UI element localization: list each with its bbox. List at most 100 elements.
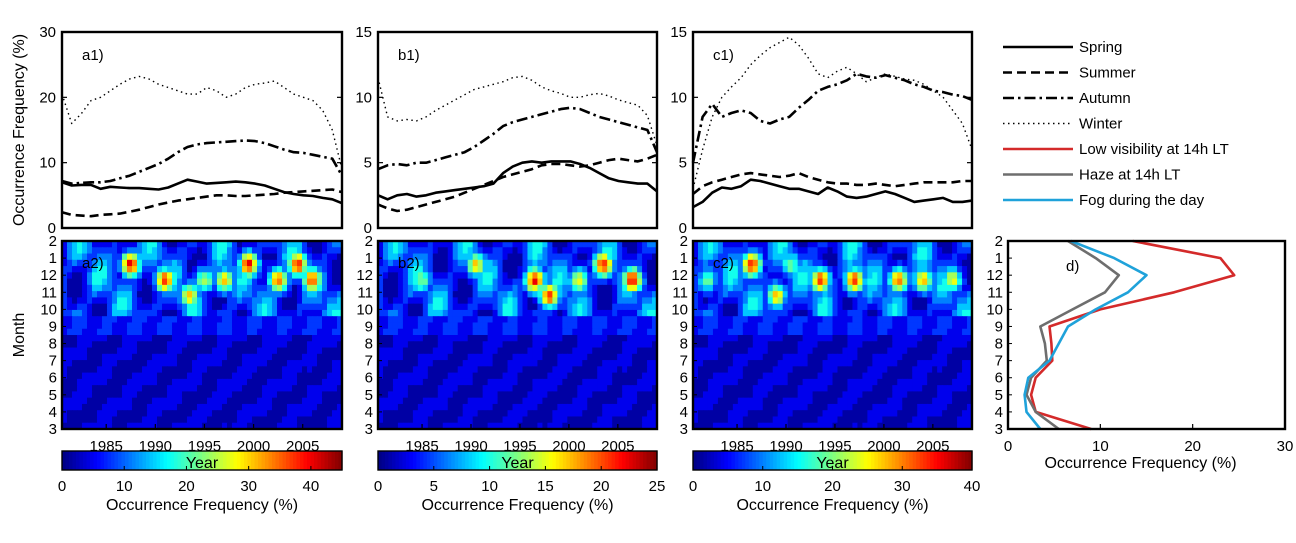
- heat-cell: [792, 391, 799, 399]
- heat-cell: [757, 397, 764, 405]
- heat-cell: [177, 416, 183, 424]
- heat-cell: [587, 328, 593, 336]
- heat-cell: [247, 422, 253, 429]
- heat-cell: [607, 372, 613, 380]
- heat-cell: [747, 241, 754, 248]
- heat-cell: [112, 347, 118, 355]
- heat-cell: [252, 291, 258, 298]
- heat-cell: [852, 341, 859, 349]
- heat-cell: [392, 335, 399, 342]
- heat-cell: [172, 385, 178, 392]
- heat-cell: [427, 360, 434, 367]
- heat-cell: [962, 341, 968, 349]
- heat-cell: [272, 241, 278, 248]
- heat-cell: [197, 247, 203, 255]
- heat-cell: [378, 253, 384, 261]
- heat-cell: [837, 291, 844, 298]
- heat-cell: [232, 241, 238, 248]
- heat-cell: [947, 397, 953, 405]
- heat-cell: [382, 297, 389, 305]
- heat-cell: [877, 241, 883, 248]
- heat-cell: [272, 253, 278, 261]
- heat-cell: [937, 291, 943, 298]
- heat-cell: [387, 410, 394, 418]
- heat-cell: [112, 372, 118, 380]
- heat-cell: [822, 378, 829, 386]
- heat-cell: [82, 360, 88, 367]
- colorbar-swatch: [114, 451, 119, 470]
- heat-cell: [437, 303, 444, 311]
- heat-cell: [397, 259, 404, 267]
- heat-cell: [747, 366, 754, 374]
- heat-cell: [122, 397, 128, 405]
- heat-cell: [397, 309, 404, 317]
- heat-cell: [72, 316, 78, 324]
- heat-cell: [237, 335, 243, 342]
- heat-cell: [417, 422, 424, 429]
- heat-cell: [407, 403, 414, 411]
- heat-cell: [92, 353, 98, 361]
- heat-cell: [332, 378, 338, 386]
- heat-cell: [747, 284, 754, 292]
- heat-cell: [172, 284, 178, 292]
- heat-cell: [652, 347, 657, 355]
- heat-cell: [897, 303, 903, 311]
- heat-cell: [237, 347, 243, 355]
- heat-cell: [552, 341, 558, 349]
- heat-cell: [487, 416, 494, 424]
- heat-cell: [567, 353, 573, 361]
- heat-cell: [577, 341, 583, 349]
- heat-cell: [627, 347, 633, 355]
- heat-cell: [312, 303, 318, 311]
- heat-cell: [107, 241, 113, 248]
- heat-cell: [62, 322, 68, 330]
- heat-cell: [472, 353, 479, 361]
- heat-cell: [467, 366, 474, 374]
- heat-cell: [617, 378, 623, 386]
- heat-cell: [852, 266, 859, 273]
- heat-cell: [882, 284, 888, 292]
- colorbar-swatch: [562, 451, 567, 470]
- heat-cell: [917, 291, 923, 298]
- heat-cell: [867, 328, 873, 336]
- heat-cell: [402, 347, 409, 355]
- heat-cell: [887, 347, 893, 355]
- heat-cell: [832, 372, 839, 380]
- heat-cell: [897, 385, 903, 392]
- heat-cell: [527, 322, 534, 330]
- heat-cell: [327, 385, 333, 392]
- heat-cell: [762, 272, 769, 280]
- heat-cell: [132, 322, 138, 330]
- heat-cell: [597, 322, 603, 330]
- heat-cell: [272, 272, 278, 280]
- heat-cell: [197, 259, 203, 267]
- heat-cell: [137, 372, 143, 380]
- heat-cell: [572, 297, 578, 305]
- heat-cell: [407, 360, 414, 367]
- heat-cell: [857, 385, 863, 392]
- heat-cell: [747, 328, 754, 336]
- heat-cell: [592, 397, 598, 405]
- heat-cell: [102, 385, 108, 392]
- heat-cell: [712, 297, 719, 305]
- heat-cell: [157, 297, 163, 305]
- heat-cell: [867, 266, 873, 273]
- heat-cell: [517, 278, 524, 286]
- heat-cell: [212, 391, 218, 399]
- heat-cell: [742, 247, 749, 255]
- heat-cell: [612, 353, 618, 361]
- heat-cell: [402, 391, 409, 399]
- heat-cell: [382, 385, 389, 392]
- heat-cell: [432, 253, 439, 261]
- heat-cell: [392, 309, 399, 317]
- heat-cell: [427, 378, 434, 386]
- heat-cell: [132, 366, 138, 374]
- heat-cell: [167, 416, 173, 424]
- heat-cell: [642, 253, 648, 261]
- heat-cell: [577, 335, 583, 342]
- heat-cell: [912, 291, 918, 298]
- heat-cell: [427, 322, 434, 330]
- heat-cell: [602, 272, 608, 280]
- colorbar-swatch: [643, 451, 648, 470]
- heat-cell: [72, 291, 78, 298]
